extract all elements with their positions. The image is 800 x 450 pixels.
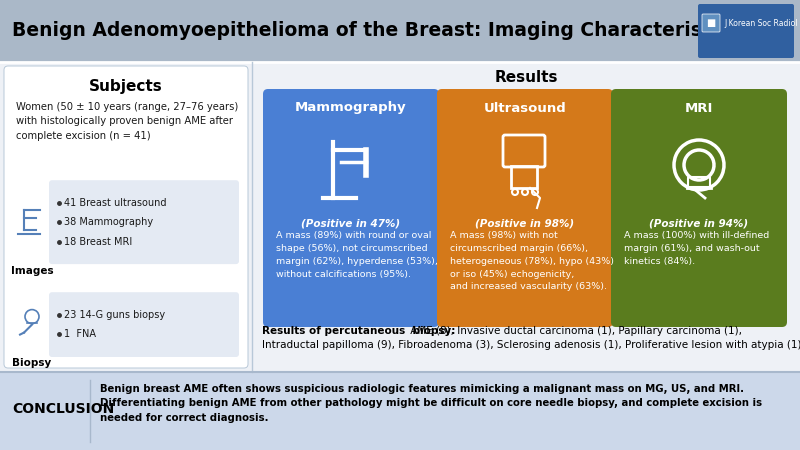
Text: Mammography: Mammography: [295, 102, 407, 114]
Text: (Positive in 94%): (Positive in 94%): [650, 218, 749, 228]
Bar: [0, 0, 800, 62]
Text: Benign Adenomyoepithelioma of the Breast: Imaging Characteristics: Benign Adenomyoepithelioma of the Breast…: [12, 22, 739, 40]
Text: Subjects: Subjects: [89, 78, 163, 94]
Text: MRI: MRI: [685, 102, 713, 114]
Text: Women (50 ± 10 years (range, 27–76 years)
with histologically proven benign AME : Women (50 ± 10 years (range, 27–76 years…: [16, 102, 238, 141]
Text: (Positive in 98%): (Positive in 98%): [475, 218, 574, 228]
FancyBboxPatch shape: [49, 292, 239, 357]
Bar: [511, 166, 537, 188]
Text: Ultrasound: Ultrasound: [484, 102, 566, 114]
Text: (Positive in 47%): (Positive in 47%): [302, 218, 401, 228]
FancyBboxPatch shape: [437, 89, 613, 327]
FancyBboxPatch shape: [698, 4, 794, 58]
Text: 41 Breast ultrasound: 41 Breast ultrasound: [64, 198, 166, 207]
Text: 23 14-G guns biopsy: 23 14-G guns biopsy: [64, 310, 165, 320]
Text: A mass (100%) with ill-defined
margin (61%), and wash-out
kinetics (84%).: A mass (100%) with ill-defined margin (6…: [624, 231, 770, 266]
Text: A mass (98%) with not
circumscribed margin (66%),
heterogeneous (78%), hypo (43%: A mass (98%) with not circumscribed marg…: [450, 231, 614, 292]
FancyBboxPatch shape: [611, 89, 787, 327]
Text: 38 Mammography: 38 Mammography: [64, 217, 153, 227]
Text: Benign breast AME often shows suspicious radiologic features mimicking a maligna: Benign breast AME often shows suspicious…: [100, 384, 762, 423]
Text: J Korean Soc Radiol: J Korean Soc Radiol: [724, 19, 798, 28]
FancyBboxPatch shape: [49, 180, 239, 264]
FancyBboxPatch shape: [4, 66, 248, 368]
Bar: [0, 62, 800, 372]
Text: Biopsy: Biopsy: [12, 358, 52, 368]
Text: 1  FNA: 1 FNA: [64, 329, 96, 339]
Text: Results: Results: [494, 71, 558, 86]
Bar: [0, 372, 800, 450]
Text: Images: Images: [10, 266, 54, 276]
Text: ■: ■: [706, 18, 716, 28]
Text: Intraductal papilloma (9), Fibroadenoma (3), Sclerosing adenosis (1), Proliferat: Intraductal papilloma (9), Fibroadenoma …: [262, 340, 800, 350]
Text: AME (8), Invasive ductal carcinoma (1), Papillary carcinoma (1),: AME (8), Invasive ductal carcinoma (1), …: [407, 326, 742, 336]
FancyBboxPatch shape: [702, 14, 720, 32]
FancyBboxPatch shape: [263, 89, 439, 327]
Text: 18 Breast MRI: 18 Breast MRI: [64, 237, 132, 247]
Text: CONCLUSION: CONCLUSION: [12, 402, 114, 416]
Text: A mass (89%) with round or oval
shape (56%), not circumscribed
margin (62%), hyp: A mass (89%) with round or oval shape (5…: [276, 231, 438, 279]
Text: Results of percutaneous  biopsy:: Results of percutaneous biopsy:: [262, 326, 455, 336]
